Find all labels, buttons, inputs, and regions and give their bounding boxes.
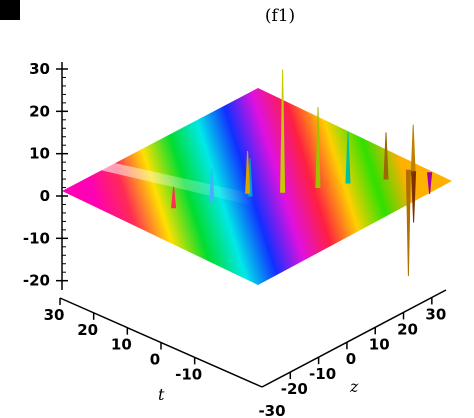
- z-tick-label: -10: [309, 365, 336, 383]
- surface-spike: [383, 132, 389, 180]
- z-tick-label: 30: [425, 305, 446, 323]
- spike-group: [171, 69, 433, 277]
- z-axis-name: z: [349, 377, 359, 396]
- surface-spike: [345, 132, 351, 184]
- surface-spike: [411, 171, 417, 223]
- t-tick-label-extra: -30: [258, 402, 285, 418]
- vertical-tick-label: -10: [23, 229, 50, 247]
- surface-spike: [245, 150, 251, 194]
- surface-spike: [209, 168, 215, 203]
- z-tick-label: -20: [281, 380, 308, 398]
- t-axis-ticks: 30 20 10 0 -10 -30: [44, 298, 286, 418]
- t-tick-label: 30: [44, 306, 65, 324]
- t-axis-name: t: [158, 385, 165, 404]
- surface-ridge: [100, 162, 258, 205]
- surface-spike: [405, 169, 411, 277]
- surface-spike: [280, 69, 286, 193]
- surface-spike: [171, 186, 177, 209]
- z-tick-label: 0: [346, 350, 356, 368]
- surface-spike: [315, 107, 321, 188]
- z-axis-ticks: -20-10 0 10 20 30: [281, 297, 446, 398]
- z-tick-label: 10: [369, 335, 390, 353]
- vertical-tick-label: -20: [23, 272, 50, 290]
- vertical-tick-label: 0: [40, 187, 50, 205]
- z-axis-line: [261, 289, 447, 388]
- surface-plane: [62, 88, 452, 285]
- t-tick-label: 10: [111, 336, 132, 354]
- surface-spike: [410, 124, 416, 177]
- vertical-tick-label: 10: [29, 145, 50, 163]
- corner-marker: [0, 0, 20, 20]
- panel-title: (f1): [264, 6, 296, 26]
- t-tick-label: 20: [77, 321, 98, 339]
- vertical-tick-label: 30: [29, 60, 50, 78]
- vertical-tick-label: 20: [29, 102, 50, 120]
- vertical-axis-ticks: 30 20 10 0 -10 -20: [23, 60, 68, 290]
- z-tick-label: 20: [397, 320, 418, 338]
- surface-spike: [427, 172, 433, 195]
- t-tick-label: -10: [175, 365, 202, 383]
- t-tick-label: 0: [150, 351, 160, 369]
